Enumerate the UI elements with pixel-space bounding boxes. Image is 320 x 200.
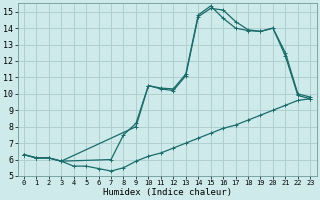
X-axis label: Humidex (Indice chaleur): Humidex (Indice chaleur) (103, 188, 232, 197)
